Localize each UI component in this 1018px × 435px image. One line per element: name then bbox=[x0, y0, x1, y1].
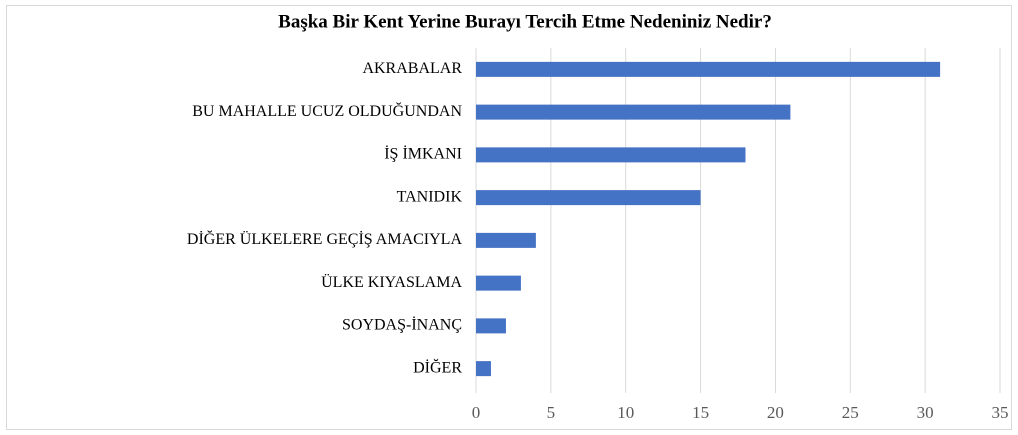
bar bbox=[476, 190, 701, 206]
bar bbox=[476, 318, 506, 334]
y-tick-label: ÜLKE KIYASLAMA bbox=[321, 273, 462, 291]
y-tick-label: TANIDIK bbox=[397, 188, 463, 205]
x-tick-label: 35 bbox=[992, 403, 1009, 422]
x-tick-label: 15 bbox=[692, 403, 709, 422]
bar bbox=[476, 361, 491, 377]
x-tick-label: 20 bbox=[767, 403, 784, 422]
bar bbox=[476, 275, 521, 291]
x-tick-label: 0 bbox=[472, 403, 481, 422]
y-tick-label: BU MAHALLE UCUZ OLDUĞUNDAN bbox=[192, 101, 462, 120]
y-tick-label: DİĞER bbox=[413, 357, 462, 376]
y-tick-label: İŞ İMKANI bbox=[384, 145, 462, 163]
x-tick-label: 30 bbox=[917, 403, 934, 422]
y-tick-label: SOYDAŞ-İNANÇ bbox=[342, 316, 462, 334]
y-tick-label: AKRABALAR bbox=[362, 60, 462, 77]
bar bbox=[476, 61, 941, 77]
chart-title: Başka Bir Kent Yerine Burayı Tercih Etme… bbox=[278, 11, 772, 32]
x-tick-label: 25 bbox=[842, 403, 859, 422]
bar bbox=[476, 232, 536, 248]
y-tick-label: DİĞER ÜLKELERE GEÇİŞ AMACIYLA bbox=[187, 229, 463, 248]
x-tick-label: 5 bbox=[547, 403, 556, 422]
x-tick-label: 10 bbox=[617, 403, 634, 422]
bar bbox=[476, 104, 791, 120]
bar bbox=[476, 147, 746, 163]
